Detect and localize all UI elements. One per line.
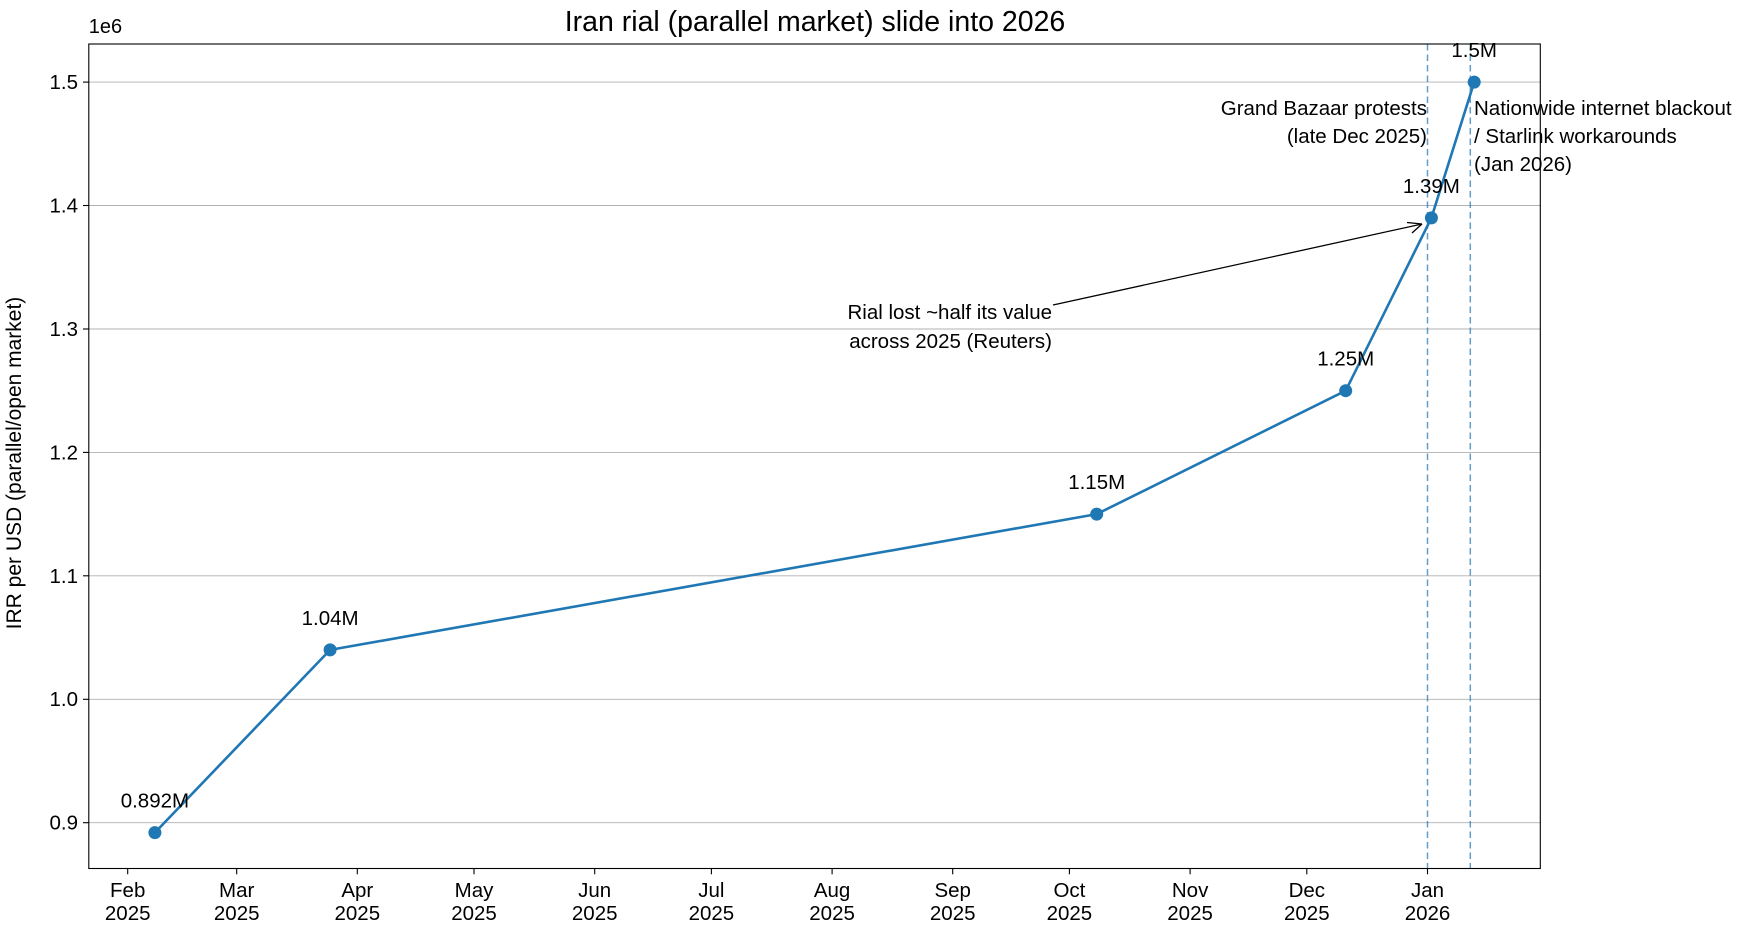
svg-text:Iran rial (parallel market) sl: Iran rial (parallel market) slide into 2… — [565, 6, 1066, 38]
svg-text:(late Dec 2025): (late Dec 2025) — [1287, 125, 1427, 148]
svg-text:across 2025 (Reuters): across 2025 (Reuters) — [849, 330, 1052, 353]
svg-text:Rial lost ~half its value: Rial lost ~half its value — [847, 301, 1052, 324]
svg-text:Grand Bazaar protests: Grand Bazaar protests — [1221, 97, 1427, 120]
svg-text:2025: 2025 — [572, 902, 618, 925]
svg-text:2025: 2025 — [334, 902, 380, 925]
svg-text:1.04M: 1.04M — [302, 607, 359, 630]
svg-text:0.9: 0.9 — [50, 812, 79, 835]
svg-text:1.4: 1.4 — [50, 195, 79, 218]
svg-text:1.5M: 1.5M — [1451, 39, 1497, 62]
svg-text:1.15M: 1.15M — [1068, 471, 1125, 494]
svg-text:Oct: Oct — [1053, 879, 1085, 902]
svg-text:1.2: 1.2 — [50, 442, 79, 465]
svg-text:2025: 2025 — [1047, 902, 1093, 925]
svg-text:1.1: 1.1 — [50, 565, 79, 588]
svg-text:Mar: Mar — [219, 879, 254, 902]
svg-text:2025: 2025 — [930, 902, 976, 925]
svg-text:2025: 2025 — [105, 902, 151, 925]
svg-text:Nationwide internet blackout: Nationwide internet blackout — [1474, 97, 1732, 120]
svg-text:1.0: 1.0 — [50, 688, 79, 711]
svg-text:2025: 2025 — [214, 902, 260, 925]
svg-text:Sep: Sep — [934, 879, 970, 902]
svg-text:Nov: Nov — [1172, 879, 1209, 902]
svg-text:2025: 2025 — [809, 902, 855, 925]
svg-text:2025: 2025 — [689, 902, 735, 925]
svg-text:2025: 2025 — [1284, 902, 1330, 925]
svg-text:Feb: Feb — [110, 879, 145, 902]
svg-text:Apr: Apr — [341, 879, 373, 902]
svg-text:Dec: Dec — [1289, 879, 1325, 902]
svg-text:Jan: Jan — [1411, 879, 1444, 902]
svg-text:2026: 2026 — [1405, 902, 1451, 925]
svg-text:2025: 2025 — [1167, 902, 1213, 925]
svg-text:Jul: Jul — [698, 879, 724, 902]
svg-text:1.5: 1.5 — [50, 71, 79, 94]
svg-text:1.39M: 1.39M — [1403, 175, 1460, 198]
svg-text:1.25M: 1.25M — [1317, 348, 1374, 371]
svg-text:IRR per USD (parallel/open mar: IRR per USD (parallel/open market) — [3, 297, 26, 630]
svg-text:/ Starlink workarounds: / Starlink workarounds — [1474, 125, 1677, 148]
svg-text:Jun: Jun — [578, 879, 611, 902]
svg-text:1.3: 1.3 — [50, 318, 79, 341]
svg-text:(Jan 2026): (Jan 2026) — [1474, 153, 1572, 176]
svg-text:1e6: 1e6 — [89, 16, 122, 38]
svg-text:0.892M: 0.892M — [121, 790, 189, 813]
svg-text:2025: 2025 — [451, 902, 497, 925]
svg-text:Aug: Aug — [814, 879, 850, 902]
svg-text:May: May — [455, 879, 494, 902]
